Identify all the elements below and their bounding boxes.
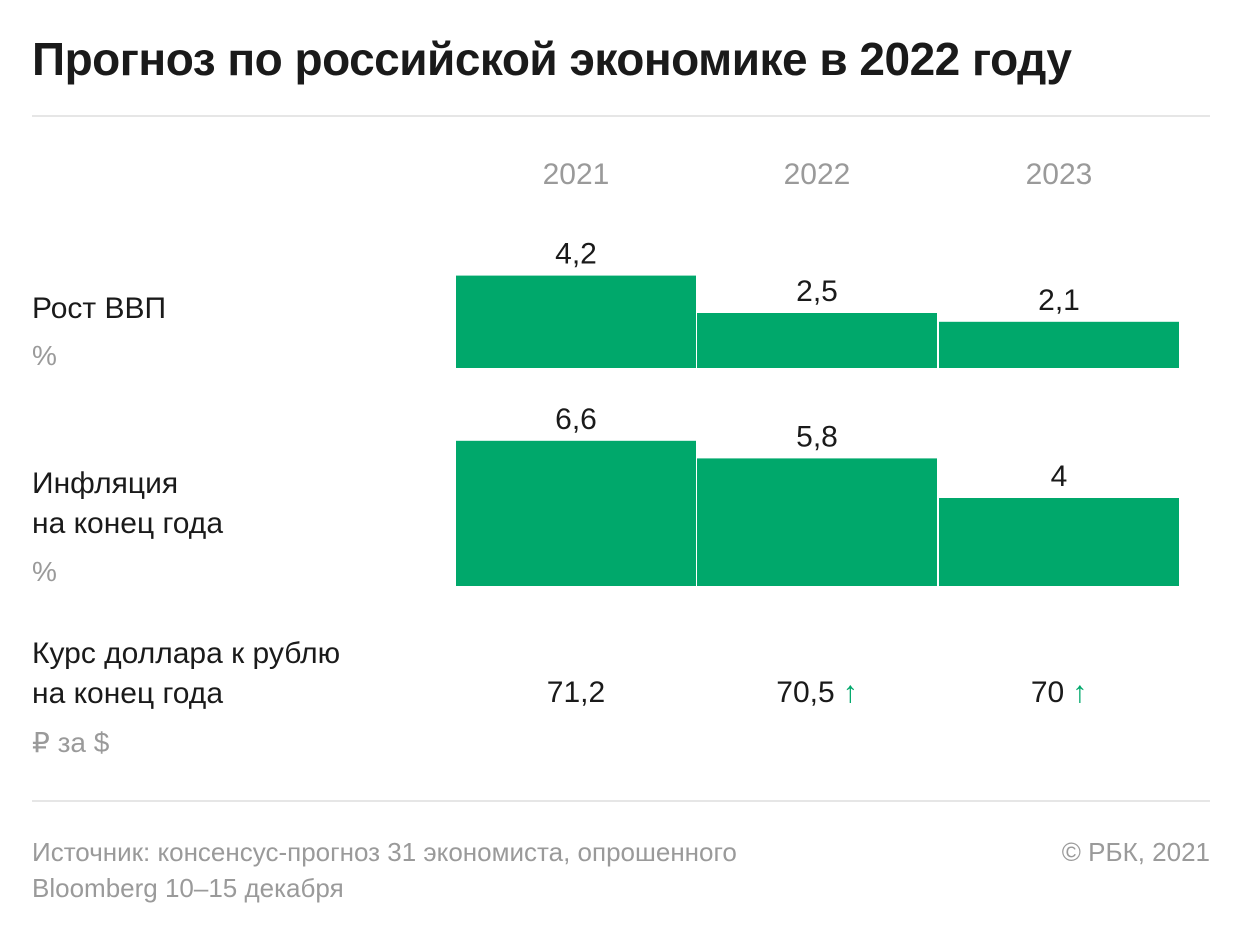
- rate-value-2021: 71,2: [456, 676, 696, 710]
- gdp-bar-2022: [697, 313, 937, 368]
- arrow-up-icon: ↑: [842, 676, 858, 709]
- gdp-value-label-2021: 4,2: [555, 238, 597, 271]
- inflation-value-label-2022: 5,8: [796, 420, 838, 453]
- rate-value-text: 70: [1030, 676, 1065, 709]
- inflation-bar-2023: [939, 498, 1179, 586]
- chart-title: Прогноз по российской экономике в 2022 г…: [32, 33, 1072, 85]
- source-line-1: Источник: консенсус-прогноз 31 экономист…: [32, 837, 737, 867]
- inflation-unit: %: [32, 556, 57, 587]
- rate-value-2022: 70,5 ↑: [697, 676, 937, 710]
- inflation-bar-2021: [456, 440, 696, 586]
- copyright: © РБК, 2021: [1061, 837, 1210, 867]
- rate-unit: ₽ за $: [32, 727, 110, 758]
- source-note: Источник: консенсус-прогноз 31 экономист…: [32, 834, 737, 906]
- year-label-2023: 2023: [1025, 158, 1093, 191]
- gdp-value-label-2023: 2,1: [1038, 284, 1080, 317]
- bottom-divider: [32, 800, 1210, 802]
- gdp-unit: %: [32, 340, 57, 371]
- gdp-label: Рост ВВП: [32, 292, 167, 325]
- inflation-bar-2022: [697, 458, 937, 586]
- rate-value-2023: 70 ↑: [939, 676, 1179, 710]
- rate-label-line2: на конец года: [32, 677, 224, 710]
- year-label-2021: 2021: [542, 158, 610, 191]
- inflation-label-line2: на конец года: [32, 507, 224, 540]
- inflation-label-line1: Инфляция: [32, 467, 179, 500]
- inflation-value-label-2023: 4: [1051, 460, 1068, 493]
- gdp-bar-2021: [456, 275, 696, 368]
- rate-label-line1: Курс доллара к рублю: [32, 637, 341, 670]
- arrow-up-icon: ↑: [1072, 676, 1088, 709]
- rate-value-text: 70,5: [776, 676, 835, 709]
- rate-value-text: 71,2: [546, 676, 606, 709]
- gdp-bar-2023: [939, 321, 1179, 368]
- gdp-value-label-2022: 2,5: [796, 275, 838, 308]
- year-label-2022: 2022: [783, 158, 851, 191]
- top-divider: [32, 115, 1210, 117]
- source-line-2: Bloomberg 10–15 декабря: [32, 873, 344, 903]
- bar-chart: 4,2 2,5 2,1 6,6 5,8 4: [456, 238, 1179, 586]
- inflation-value-label-2021: 6,6: [555, 403, 597, 436]
